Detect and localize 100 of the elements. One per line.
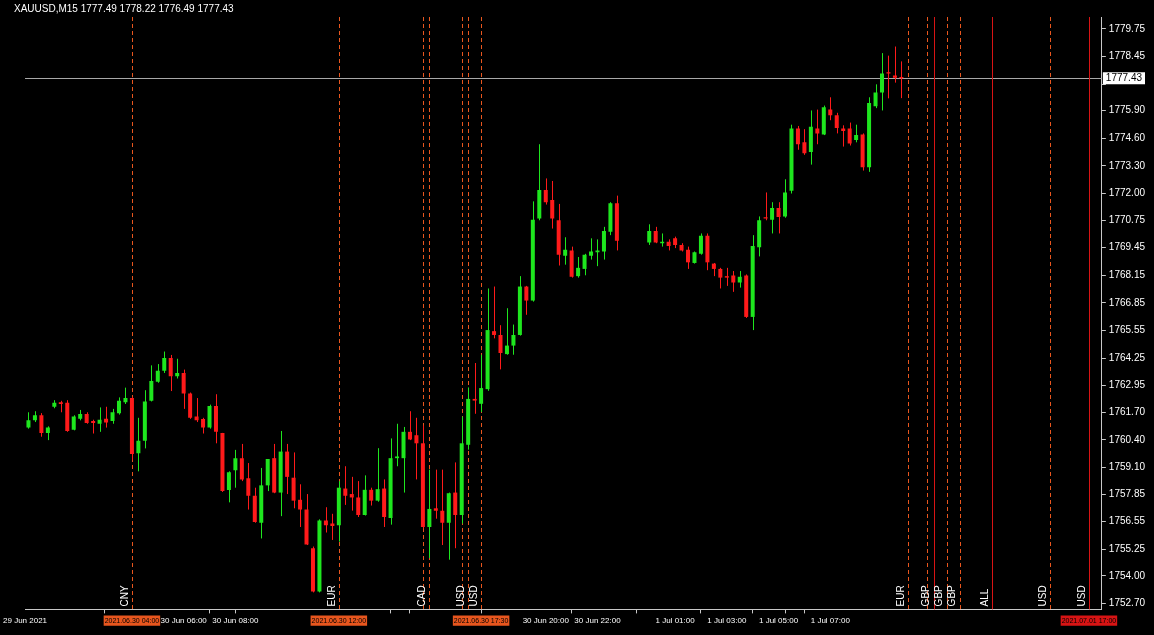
candlestick xyxy=(356,480,361,518)
ref-line-label: 1777.43 xyxy=(1105,71,1143,83)
candlestick xyxy=(686,246,691,270)
y-tick-label: 1779.75 xyxy=(1108,22,1146,34)
x-tick-label: 1 Jul 05:00 xyxy=(758,616,799,626)
candlestick xyxy=(511,324,516,356)
candlestick xyxy=(582,253,587,276)
candlestick xyxy=(724,267,729,287)
candlestick xyxy=(479,354,484,413)
y-tick-label: 1769.45 xyxy=(1108,241,1146,253)
candlestick xyxy=(239,443,244,482)
candlestick xyxy=(97,406,102,433)
candlestick xyxy=(731,270,736,293)
y-tick-label: 1775.90 xyxy=(1108,104,1146,116)
candlestick xyxy=(770,201,775,234)
candlestick xyxy=(783,178,788,219)
ref-line-label: GBP xyxy=(946,584,958,607)
ref-line-label: GBP xyxy=(920,584,932,607)
candlestick xyxy=(498,324,503,370)
x-tick-label: 30 Jun 20:00 xyxy=(522,616,570,626)
candlestick xyxy=(873,83,878,109)
candlestick xyxy=(698,232,703,256)
y-tick-label: 1765.55 xyxy=(1108,324,1146,336)
y-tick-label: 1762.95 xyxy=(1108,379,1146,391)
ref-line-label: CAD xyxy=(416,585,428,607)
candlestick xyxy=(323,506,328,534)
candlestick xyxy=(847,122,852,147)
x-tick-label: 30 Jun 22:00 xyxy=(574,616,622,626)
y-tick-label: 1768.15 xyxy=(1108,269,1146,281)
candlestick xyxy=(207,404,212,430)
ref-line-label: USD xyxy=(467,585,479,607)
candlestick xyxy=(550,180,555,230)
candlestick xyxy=(886,55,891,99)
candlestick xyxy=(524,285,529,316)
candlestick xyxy=(472,362,477,415)
candlestick xyxy=(795,125,800,151)
candlestick xyxy=(563,236,568,266)
x-tick-label: 1 Jul 03:00 xyxy=(707,616,747,626)
candlestick xyxy=(834,112,839,134)
candlestick xyxy=(407,410,412,441)
x-tick-label: 1 Jul 07:00 xyxy=(810,616,851,626)
y-tick-label: 1778.45 xyxy=(1108,50,1146,62)
ref-line-label: USD xyxy=(1075,585,1087,607)
y-tick-label: 1774.60 xyxy=(1108,132,1146,144)
y-tick-label: 1770.75 xyxy=(1108,213,1146,225)
candlestick xyxy=(543,177,548,206)
y-tick-label: 1772.00 xyxy=(1108,187,1146,199)
candlestick xyxy=(168,354,173,392)
candlestick xyxy=(601,226,606,261)
x-tick-label: 30 Jun 08:00 xyxy=(212,616,260,626)
x-tick-label: 30 Jun 06:00 xyxy=(160,616,208,626)
candlestick xyxy=(414,417,419,480)
candlestick xyxy=(776,201,781,234)
y-tick-label: 1754.00 xyxy=(1108,569,1146,581)
y-tick-label: 1755.25 xyxy=(1108,543,1146,555)
y-tick-label: 1766.85 xyxy=(1108,296,1146,308)
candlestick xyxy=(504,307,509,356)
candlestick xyxy=(291,451,296,509)
chart-title: XAUUSD,M15 1777.49 1778.22 1776.49 1777.43 xyxy=(14,2,235,14)
candlestick xyxy=(440,469,445,546)
candlestick xyxy=(181,369,186,410)
candlestick xyxy=(149,364,154,402)
candlestick xyxy=(647,223,652,246)
candlestick xyxy=(233,449,238,489)
candlestick xyxy=(595,238,600,267)
ref-line-label: EUR xyxy=(325,585,337,607)
candlestick xyxy=(298,483,303,528)
x-tick-label: 1 Jul 01:00 xyxy=(655,616,696,626)
y-tick-label: 1759.10 xyxy=(1108,461,1146,473)
y-tick-label: 1752.70 xyxy=(1108,597,1146,609)
candlestick xyxy=(395,423,400,467)
y-tick-label: 1773.30 xyxy=(1108,159,1146,171)
candlestick xyxy=(492,286,497,339)
candlestick xyxy=(892,46,897,84)
ref-line-label: USD xyxy=(1036,585,1048,607)
candlestick xyxy=(718,267,723,289)
candlestick xyxy=(589,237,594,261)
candlestick xyxy=(433,469,438,520)
candlestick xyxy=(880,52,885,111)
y-tick-label: 1761.70 xyxy=(1108,406,1146,418)
y-tick-label: 1760.40 xyxy=(1108,433,1146,445)
y-tick-label: 1756.55 xyxy=(1108,515,1146,527)
candlestick xyxy=(427,469,432,559)
candlestick xyxy=(576,256,581,279)
candlestick xyxy=(453,461,458,549)
candlestick xyxy=(226,470,231,503)
candlestick xyxy=(136,417,141,472)
y-tick-label: 1764.25 xyxy=(1108,351,1146,363)
candlestick xyxy=(155,363,160,384)
candlestick xyxy=(763,191,768,221)
candlestick xyxy=(162,351,167,374)
ref-line-label: GBP xyxy=(933,584,945,607)
candlestick xyxy=(802,128,807,156)
ref-line-label: CNY xyxy=(118,584,130,607)
candlestick xyxy=(375,447,380,503)
ref-line-label: USD xyxy=(454,585,466,607)
candlestick xyxy=(246,462,251,511)
x-tick-label: 29 Jun 2021 xyxy=(3,616,48,626)
candlestick xyxy=(343,465,348,506)
candlestick xyxy=(175,358,180,380)
